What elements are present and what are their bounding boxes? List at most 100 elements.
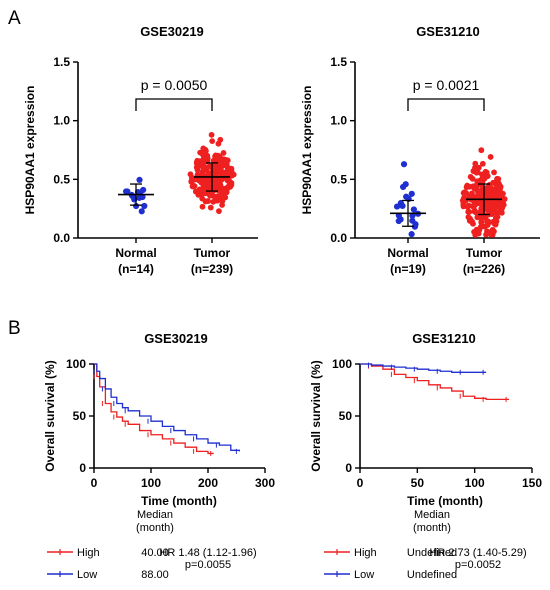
data-point xyxy=(473,226,480,233)
data-point xyxy=(217,182,224,189)
y-tick-label: 0 xyxy=(345,461,352,475)
x-axis-label: Time (month) xyxy=(141,494,217,508)
median-header: Median xyxy=(414,509,450,521)
significance-bracket xyxy=(407,98,485,111)
data-point xyxy=(226,173,233,180)
data-point xyxy=(215,140,222,147)
data-point xyxy=(461,189,468,196)
data-point xyxy=(469,218,475,225)
x-axis-label: Time (month) xyxy=(407,494,483,508)
y-tick-label: 100 xyxy=(66,357,86,371)
data-point xyxy=(201,146,207,153)
data-point xyxy=(486,184,493,191)
y-tick-label: 100 xyxy=(332,357,352,371)
panel-label-b: B xyxy=(8,318,21,339)
category-label: Tumor xyxy=(194,246,231,260)
y-tick-label: 0.0 xyxy=(53,231,70,245)
data-point xyxy=(202,188,209,195)
data-point xyxy=(479,160,486,167)
y-tick-label: 50 xyxy=(339,409,353,423)
data-point xyxy=(467,173,474,180)
data-point xyxy=(204,152,211,159)
data-point xyxy=(132,202,140,210)
median-unit: (month) xyxy=(413,522,451,534)
y-tick-label: 0 xyxy=(79,461,86,475)
x-tick-label: 100 xyxy=(465,476,485,490)
legend-label: High xyxy=(77,547,100,559)
data-point xyxy=(188,178,195,185)
chart-title: GSE30219 xyxy=(140,24,204,39)
data-point xyxy=(124,188,131,195)
survival-curve-high xyxy=(94,363,214,455)
data-point xyxy=(218,176,225,183)
category-n-label: (n=239) xyxy=(191,262,233,276)
y-tick-label: 1.0 xyxy=(53,114,70,128)
x-tick-label: 150 xyxy=(522,476,542,490)
data-point xyxy=(197,149,204,156)
y-tick-label: 0.0 xyxy=(330,231,347,245)
data-point xyxy=(223,157,230,163)
data-point xyxy=(141,202,148,210)
data-point xyxy=(408,190,415,197)
panel-label-a: A xyxy=(8,8,21,29)
data-point xyxy=(223,185,230,191)
data-point xyxy=(491,203,498,210)
survival-curve-high xyxy=(360,363,510,401)
median-header: Median xyxy=(137,509,173,521)
data-point xyxy=(491,169,497,176)
y-tick-label: 50 xyxy=(73,409,87,423)
chart-title: GSE31210 xyxy=(416,24,480,39)
data-point xyxy=(459,197,466,204)
data-point xyxy=(473,184,480,191)
data-point xyxy=(207,204,214,211)
data-point xyxy=(485,219,492,226)
legend-label: Low xyxy=(354,569,374,581)
data-point xyxy=(479,205,486,212)
data-point xyxy=(476,189,482,196)
y-axis-label: HSP90AA1 expression xyxy=(23,86,37,215)
data-point xyxy=(205,170,212,177)
data-point xyxy=(220,150,227,156)
data-point xyxy=(465,202,472,209)
data-point xyxy=(402,181,409,188)
data-point xyxy=(473,168,480,175)
data-point xyxy=(491,220,498,227)
data-point xyxy=(213,170,220,177)
data-point xyxy=(204,157,211,164)
y-tick-label: 0.5 xyxy=(330,172,347,186)
median-unit: (month) xyxy=(136,522,174,534)
data-point xyxy=(208,131,215,138)
data-point xyxy=(482,168,489,175)
x-tick-label: 0 xyxy=(91,476,98,490)
data-point xyxy=(202,178,209,184)
y-axis-label: Overall survival (%) xyxy=(43,360,57,471)
data-point xyxy=(482,214,489,221)
data-point xyxy=(492,180,499,187)
data-point xyxy=(478,218,485,225)
legend-median-value: Undefined xyxy=(407,569,457,581)
legend-median-value: 88.00 xyxy=(141,569,169,581)
category-n-label: (n=19) xyxy=(390,262,426,276)
data-point xyxy=(497,202,504,209)
data-point xyxy=(472,232,479,238)
data-point xyxy=(219,191,226,198)
category-label: Normal xyxy=(387,246,428,260)
data-point xyxy=(497,186,503,192)
data-point xyxy=(199,168,206,175)
data-point xyxy=(191,183,198,190)
hazard-ratio: HR 2.73 (1.40-5.29) xyxy=(429,547,526,559)
chart-title: GSE31210 xyxy=(412,331,476,346)
data-point xyxy=(472,202,478,208)
hazard-ratio: HR 1.48 (1.12-1.96) xyxy=(159,547,256,559)
x-tick-label: 200 xyxy=(198,476,218,490)
x-tick-label: 100 xyxy=(141,476,161,490)
y-tick-label: 1.0 xyxy=(330,114,347,128)
data-point xyxy=(212,152,219,159)
data-point xyxy=(498,191,505,198)
data-point xyxy=(495,176,502,182)
data-point xyxy=(193,164,200,171)
data-point xyxy=(403,193,410,200)
data-point xyxy=(228,165,235,172)
data-point xyxy=(460,202,467,208)
